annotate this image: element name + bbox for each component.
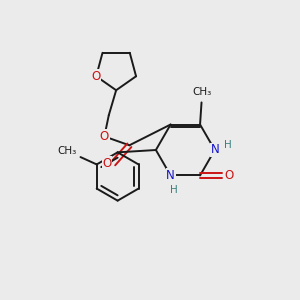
Text: CH₃: CH₃ xyxy=(192,87,211,97)
Text: N: N xyxy=(166,169,175,182)
Text: O: O xyxy=(102,157,111,170)
Text: O: O xyxy=(92,70,101,83)
Text: H: H xyxy=(224,140,232,150)
Text: O: O xyxy=(100,130,109,143)
Text: CH₃: CH₃ xyxy=(58,146,77,156)
Text: O: O xyxy=(224,169,233,182)
Text: H: H xyxy=(170,185,177,195)
Text: N: N xyxy=(210,143,219,157)
